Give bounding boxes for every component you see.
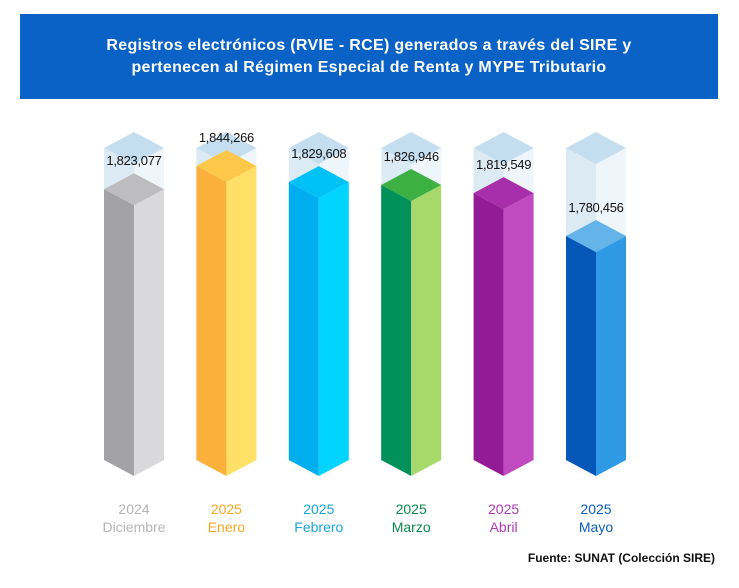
- category-year-label: 2025: [580, 501, 611, 517]
- bar-top-face: [196, 150, 257, 182]
- chart-title-line-1: Registros electrónicos (RVIE - RCE) gene…: [106, 36, 632, 54]
- category-month-label: Febrero: [294, 519, 343, 535]
- bar-value-label: 1,823,077: [106, 153, 161, 168]
- category-year-label: 2025: [211, 501, 242, 517]
- ghost-column-top-face: [381, 132, 442, 164]
- category-month-label: Mayo: [579, 519, 613, 535]
- bar-right-face: [134, 189, 164, 476]
- bar-right-face: [411, 185, 442, 476]
- bar-right-face: [226, 166, 257, 476]
- category-month-label: Marzo: [392, 519, 431, 535]
- category-month-label: Enero: [208, 519, 246, 535]
- bar-left-face: [473, 193, 504, 476]
- title-banner: Registros electrónicos (RVIE - RCE) gene…: [20, 14, 718, 99]
- bar-top-face: [473, 177, 534, 210]
- bar-value-label: 1,819,549: [476, 157, 531, 172]
- bar-left-face: [104, 189, 134, 476]
- chart-title-line-2: pertenecen al Régimen Especial de Renta …: [131, 58, 607, 76]
- category-month-label: Diciembre: [102, 519, 165, 535]
- bar-value-label: 1,826,946: [384, 149, 439, 164]
- category-year-label: 2025: [303, 501, 334, 517]
- bar-value-label: 1,844,266: [199, 130, 254, 145]
- bar-right-face: [596, 236, 626, 476]
- bar-top-face: [104, 173, 164, 206]
- bar-left-face: [288, 182, 319, 476]
- category-year-label: 2025: [396, 501, 427, 517]
- ghost-column-top-face: [566, 132, 626, 164]
- ghost-column-top-face: [473, 132, 534, 164]
- bar-top-face: [381, 169, 442, 202]
- bar-value-label: 1,780,456: [568, 200, 623, 215]
- ghost-column-top-face: [196, 132, 257, 164]
- ghost-column-top-face: [288, 132, 349, 164]
- category-year-label: 2024: [118, 501, 149, 517]
- bar-left-face: [196, 166, 227, 476]
- bar-top-face: [288, 166, 349, 199]
- bar-right-face: [318, 182, 349, 476]
- source-note: Fuente: SUNAT (Colección SIRE): [527, 551, 715, 565]
- ghost-column-top-face: [104, 132, 164, 164]
- category-month-label: Abril: [490, 519, 518, 535]
- bar-left-face: [381, 185, 412, 476]
- bar-top-face: [566, 220, 626, 252]
- bar-right-face: [503, 193, 534, 476]
- bar-left-face: [566, 236, 596, 476]
- bar-value-label: 1,829,608: [291, 146, 346, 161]
- category-year-label: 2025: [488, 501, 519, 517]
